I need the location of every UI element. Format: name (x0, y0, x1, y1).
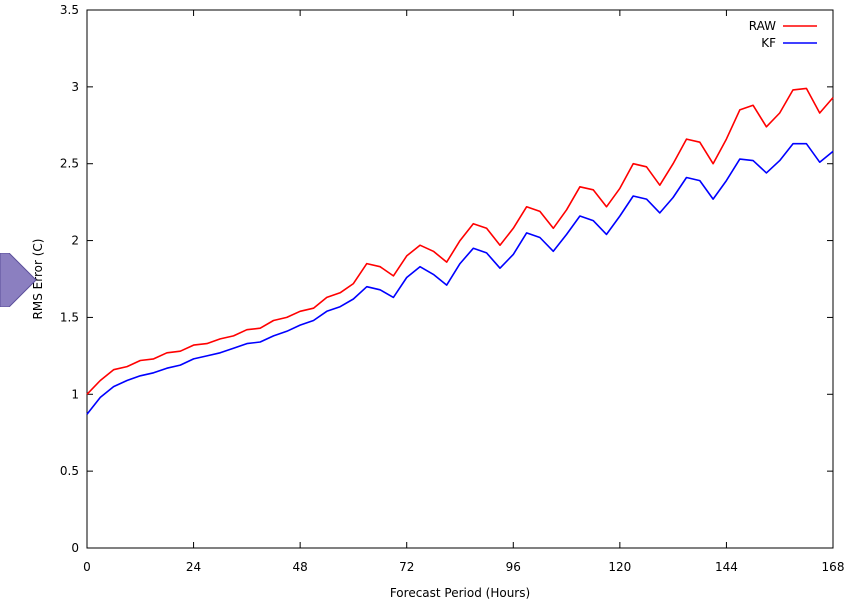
y-tick-label: 1 (71, 387, 79, 401)
x-tick-label: 144 (715, 560, 738, 574)
x-tick-label: 48 (293, 560, 308, 574)
y-tick-label: 3 (71, 80, 79, 94)
y-tick-label: 0.5 (60, 464, 79, 478)
chevron-right-shape (0, 253, 37, 307)
y-axis-ticks: 0 0.5 1 1.5 2 2.5 3 3.5 (60, 3, 833, 555)
legend-label-raw: RAW (749, 19, 776, 33)
y-tick-label: 0 (71, 541, 79, 555)
y-tick-label: 2 (71, 234, 79, 248)
x-axis-title: Forecast Period (Hours) (390, 586, 530, 600)
x-axis-ticks: 0 24 48 72 96 120 144 168 (83, 10, 844, 574)
x-tick-label: 120 (608, 560, 631, 574)
x-tick-label: 168 (822, 560, 845, 574)
y-tick-label: 1.5 (60, 310, 79, 324)
y-axis-title: RMS Error (C) (31, 239, 45, 320)
y-tick-label: 3.5 (60, 3, 79, 17)
series-line-raw (86, 87, 834, 395)
x-tick-label: 96 (506, 560, 521, 574)
plot-area (86, 9, 834, 549)
legend: RAW KF (749, 19, 817, 50)
x-tick-label: 0 (83, 560, 91, 574)
series-lines (86, 87, 834, 415)
legend-label-kf: KF (761, 36, 776, 50)
chevron-right-icon[interactable] (0, 253, 38, 307)
series-line-kf (86, 142, 834, 415)
x-tick-label: 72 (399, 560, 414, 574)
x-tick-label: 24 (186, 560, 201, 574)
y-tick-label: 2.5 (60, 157, 79, 171)
